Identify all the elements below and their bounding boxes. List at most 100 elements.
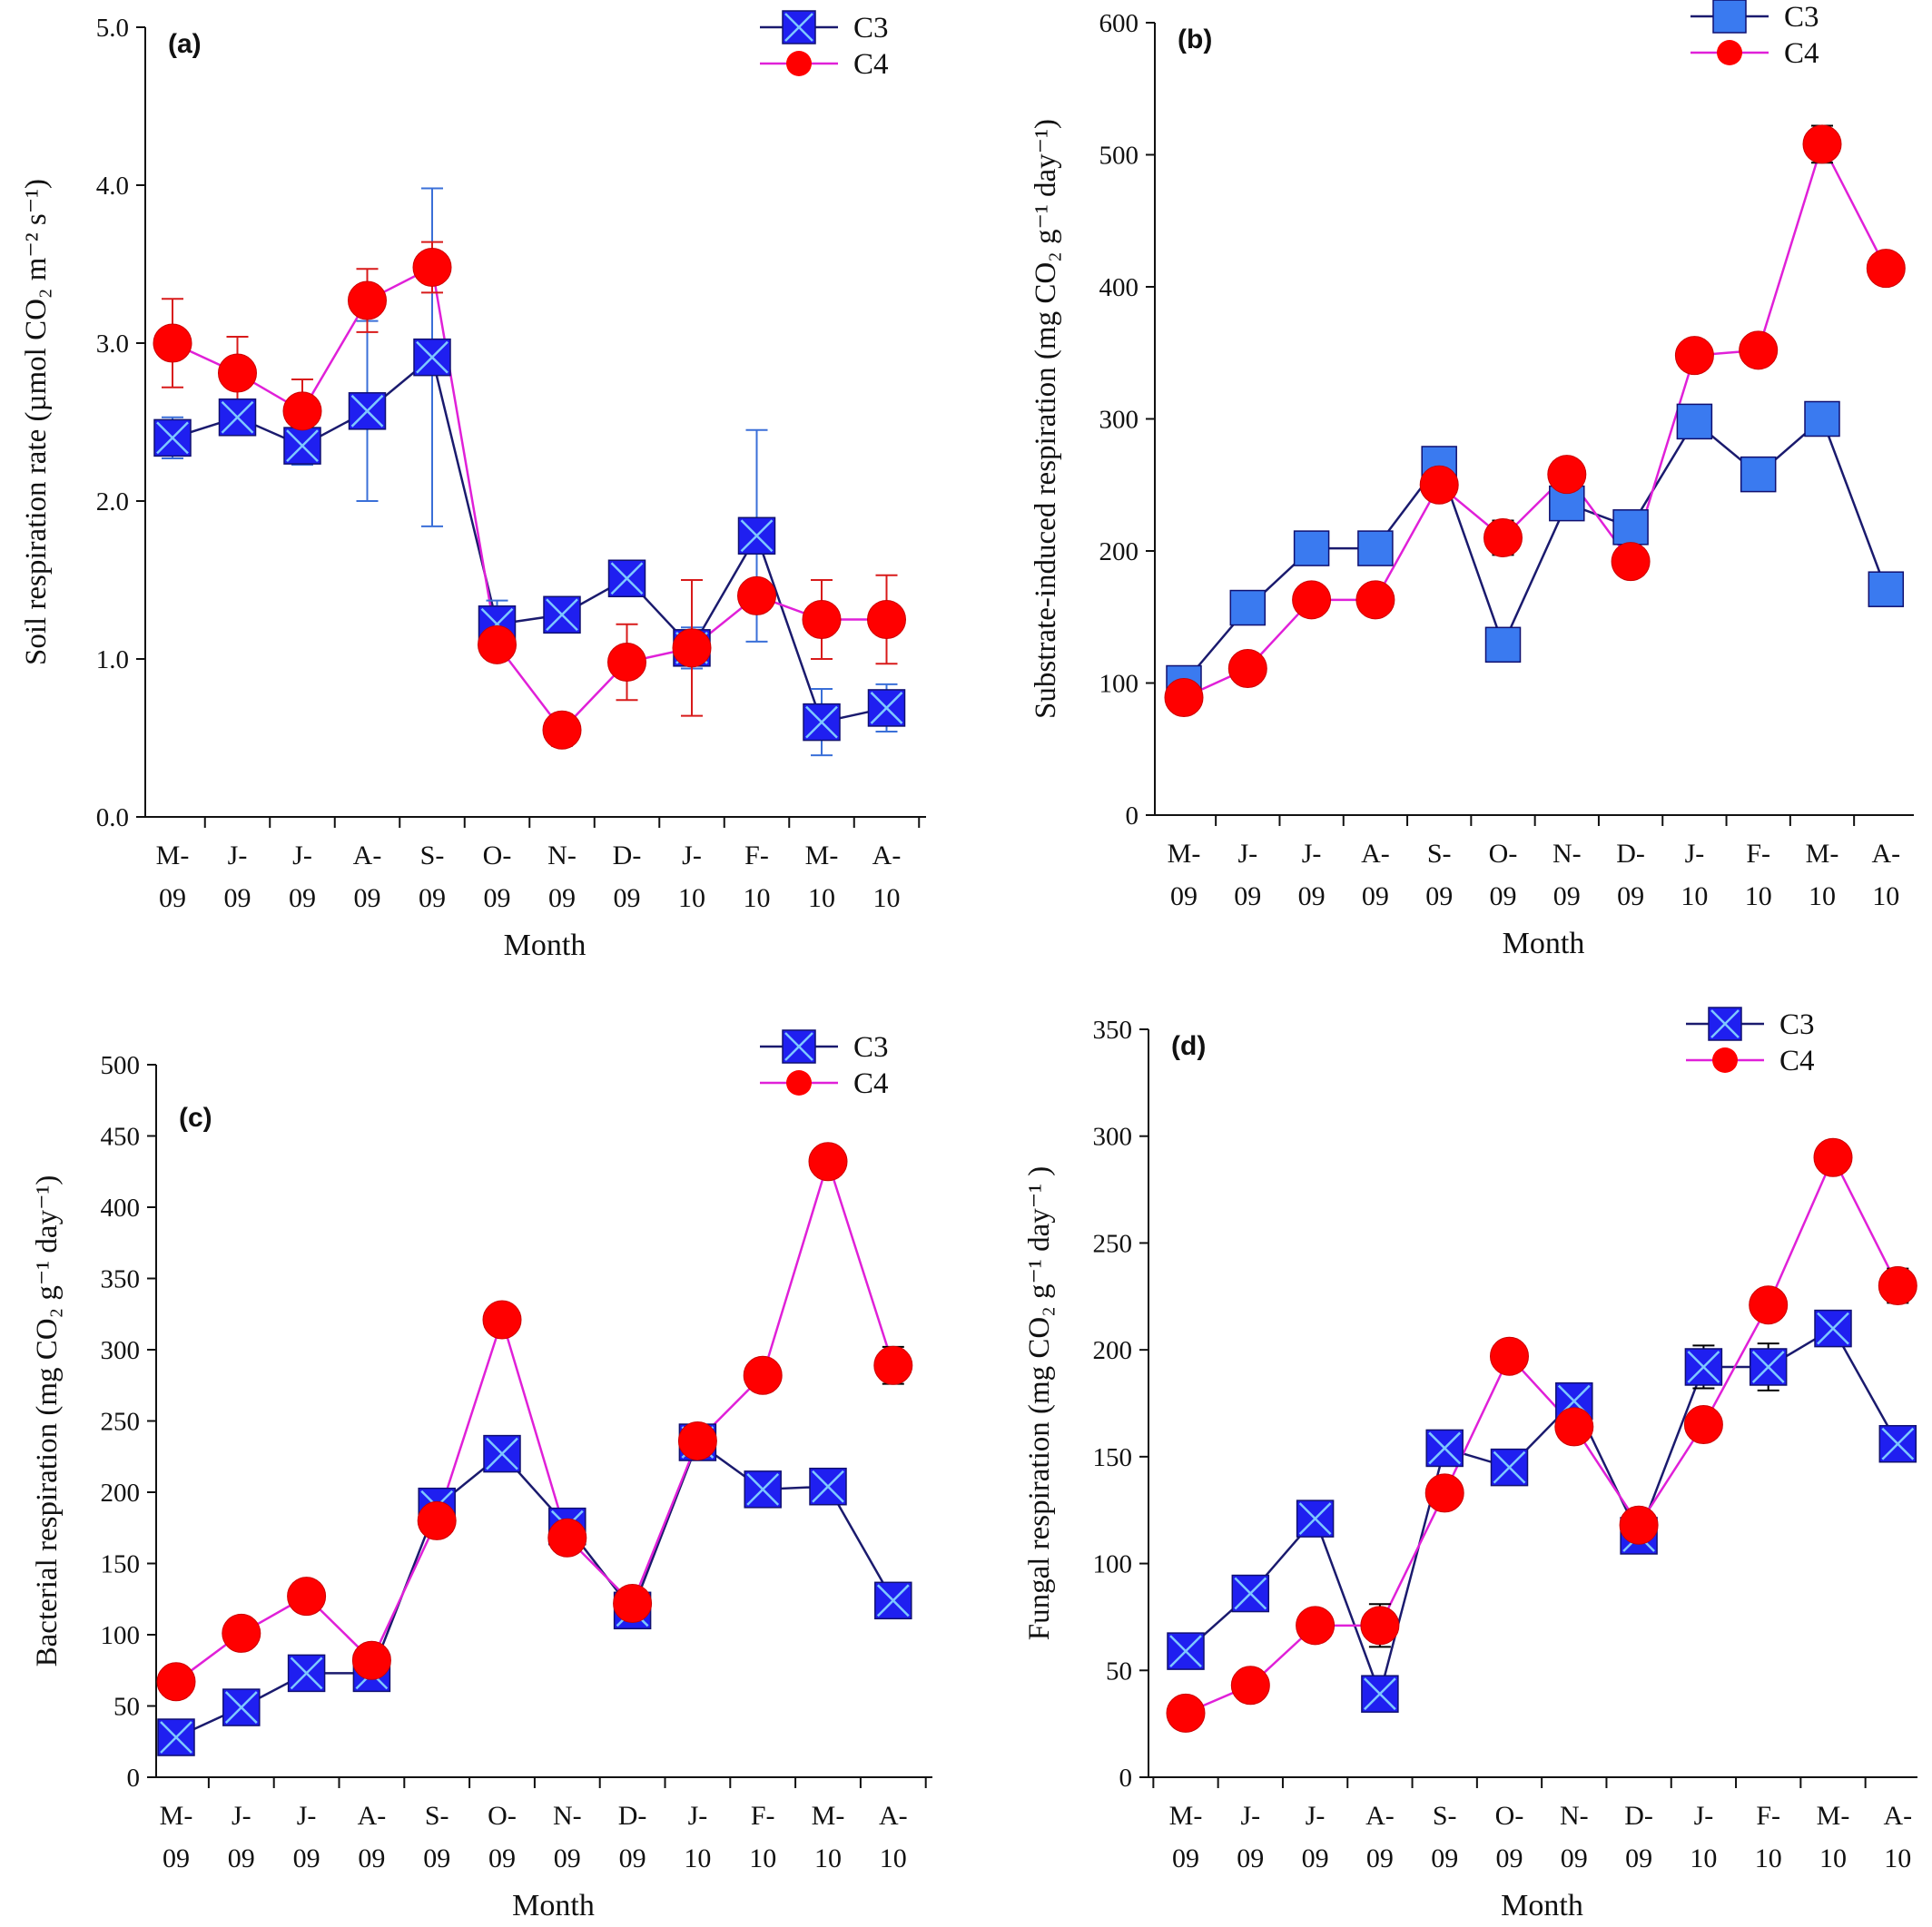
marker-c4: [1749, 1285, 1789, 1325]
x-tick-label: J-09: [224, 841, 251, 913]
x-tick-label: J-10: [678, 841, 705, 913]
marker-c3: [737, 516, 776, 555]
x-tick-label: M-10: [805, 841, 839, 913]
marker-c4: [547, 1518, 587, 1558]
marker-c4: [737, 575, 776, 615]
marker-c4: [153, 323, 192, 363]
marker-c3: [153, 418, 192, 457]
marker-c3: [1357, 530, 1394, 566]
marker-c4: [1683, 1405, 1723, 1445]
marker-c4: [156, 1662, 196, 1702]
marker-c4: [1360, 1606, 1400, 1646]
marker-c4: [417, 1500, 457, 1540]
x-tick-label: F-10: [1755, 1801, 1782, 1873]
marker-c3: [867, 689, 906, 727]
legend-marker-c4: [1712, 1047, 1738, 1073]
marker-c3: [218, 398, 257, 437]
marker-c3: [157, 1718, 195, 1756]
legend-marker-c3: [782, 1029, 816, 1064]
series-line-c3: [175, 1440, 894, 1739]
y-tick-label: 100: [101, 1621, 141, 1650]
marker-c3: [348, 392, 387, 430]
marker-c3: [1484, 626, 1522, 664]
marker-c3: [283, 427, 321, 465]
y-tick-label: 150: [101, 1550, 141, 1579]
x-tick-label: O-09: [488, 1801, 517, 1873]
x-tick-label: S-09: [423, 1801, 450, 1873]
legend-marker-c4: [1717, 40, 1742, 65]
y-tick-label: 200: [101, 1479, 141, 1508]
x-tick-label: J-09: [1237, 1801, 1264, 1873]
marker-c4: [1878, 1266, 1917, 1306]
x-tick-label: M-09: [156, 841, 190, 913]
x-tick-label: N-09: [1560, 1801, 1589, 1873]
x-axis-title: Month: [1503, 927, 1585, 960]
marker-c3: [1361, 1675, 1399, 1713]
y-tick-label: 5.0: [96, 14, 129, 43]
x-tick-label: O-09: [483, 841, 512, 913]
marker-c4: [351, 1640, 391, 1680]
x-axis-title: Month: [504, 929, 586, 962]
marker-c4: [1611, 542, 1651, 582]
marker-c3: [1490, 1448, 1529, 1487]
y-tick-label: 100: [1093, 1550, 1133, 1579]
marker-c4: [1166, 1693, 1206, 1733]
panel-letter: (a): [168, 29, 202, 59]
marker-c4: [1813, 1137, 1853, 1177]
marker-c3: [1676, 403, 1713, 440]
marker-c4: [1547, 455, 1587, 495]
marker-c4: [1619, 1505, 1659, 1545]
series-line-c3: [1183, 417, 1888, 684]
marker-c4: [1230, 1666, 1270, 1706]
x-axis-title: Month: [1501, 1889, 1583, 1922]
marker-c3: [1868, 571, 1905, 607]
marker-c3: [222, 1688, 261, 1726]
marker-c3: [1231, 1574, 1270, 1613]
series-line-c4: [175, 1157, 894, 1683]
x-tick-label: D-09: [618, 1801, 647, 1873]
y-tick-label: 0.0: [96, 803, 129, 832]
panel-b: 0 100 200 300 400 500 600 M-09 J-09 J-09 A-09 S-09 O…: [1030, 0, 1914, 960]
panel-letter: (d): [1171, 1031, 1206, 1061]
y-tick-label: 600: [1099, 9, 1139, 38]
y-tick-label: 250: [101, 1408, 141, 1437]
y-tick-label: 300: [1093, 1123, 1133, 1152]
marker-c4: [802, 600, 842, 639]
marker-c4: [218, 353, 257, 393]
marker-c4: [482, 1300, 522, 1340]
y-tick-label: 50: [1106, 1657, 1132, 1686]
marker-c3: [1749, 1348, 1788, 1386]
legend-label-c4: C4: [853, 48, 889, 81]
marker-c4: [1490, 1336, 1529, 1376]
x-tick-label: A-09: [1361, 839, 1390, 911]
marker-c4: [1802, 124, 1842, 164]
marker-c3: [1425, 1429, 1464, 1468]
y-tick-label: 500: [101, 1051, 141, 1080]
marker-c3: [1814, 1309, 1852, 1348]
marker-c3: [1612, 509, 1649, 546]
panel-a: 0.0 1.0 2.0 3.0 4.0 5.0 M-09 J-09 J-09 A-09 S-09 O-…: [20, 10, 926, 962]
panel-d: 0 50 100 150 200 250 300 350 M-09 J-09 J-09 A-09 S-0…: [1023, 1007, 1917, 1922]
marker-c3: [1549, 485, 1585, 522]
x-tick-label: D-09: [1624, 1801, 1653, 1873]
marker-c4: [1866, 249, 1906, 289]
legend-marker-c3: [1712, 0, 1747, 34]
x-tick-label: J-10: [1690, 1801, 1717, 1873]
marker-c3: [1167, 1632, 1205, 1670]
marker-c4: [1355, 580, 1395, 620]
y-tick-label: 400: [101, 1194, 141, 1223]
y-tick-label: 350: [1093, 1016, 1133, 1045]
y-tick-label: 200: [1099, 537, 1139, 566]
y-axis-title: Bacterial respiration (mg CO₂ g⁻¹ day⁻¹): [31, 1175, 64, 1667]
x-tick-label: J-09: [1234, 839, 1261, 911]
y-tick-label: 50: [113, 1693, 140, 1722]
marker-c3: [744, 1470, 782, 1509]
marker-c3: [287, 1654, 326, 1693]
series-line-c4: [172, 265, 887, 732]
marker-c4: [287, 1577, 327, 1617]
x-tick-label: J-09: [1298, 839, 1326, 911]
marker-c3: [1804, 400, 1840, 438]
